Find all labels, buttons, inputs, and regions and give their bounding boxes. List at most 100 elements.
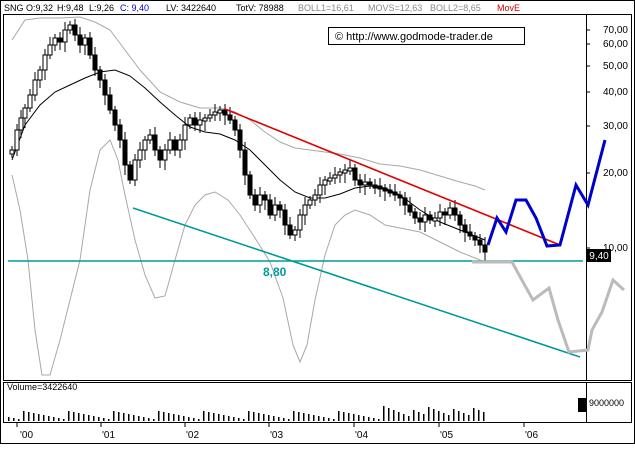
volume-bar bbox=[278, 417, 280, 421]
volume-bar bbox=[38, 414, 40, 421]
candle-body bbox=[52, 37, 58, 46]
candle-body bbox=[367, 181, 373, 186]
volume-bar bbox=[193, 418, 195, 421]
volume-bar bbox=[178, 415, 180, 421]
candle-body bbox=[452, 207, 458, 216]
volume-bar bbox=[138, 416, 140, 421]
price-tick: 50,00 bbox=[603, 61, 628, 72]
volume-bar bbox=[168, 413, 170, 421]
price-tick: 20,00 bbox=[603, 168, 628, 179]
candle-body bbox=[77, 34, 83, 46]
volume-bar bbox=[423, 414, 425, 421]
candle-body bbox=[392, 191, 398, 196]
volume-bar bbox=[98, 417, 100, 421]
candle-body bbox=[377, 185, 383, 190]
candle-body bbox=[132, 159, 138, 181]
volume-bar bbox=[33, 413, 35, 421]
volume-bar bbox=[443, 413, 445, 421]
volume-bar bbox=[453, 409, 455, 421]
candle-body bbox=[292, 229, 298, 236]
candle-body bbox=[397, 194, 403, 199]
candle-body bbox=[247, 174, 253, 196]
volume-bar bbox=[323, 417, 325, 421]
volume-bar bbox=[68, 411, 70, 421]
volume-bar bbox=[243, 419, 245, 421]
candle-body bbox=[27, 94, 33, 109]
volume-bars bbox=[8, 406, 485, 421]
candle-body bbox=[467, 231, 473, 237]
candle-body bbox=[472, 235, 478, 241]
volume-bar bbox=[313, 415, 315, 421]
volume-bar bbox=[293, 411, 295, 421]
volume-bar bbox=[238, 418, 240, 421]
last-price-marker: 9,40 bbox=[587, 249, 611, 262]
volume-bar bbox=[463, 413, 465, 421]
volume-bar bbox=[198, 419, 200, 421]
candle-body bbox=[212, 111, 218, 116]
header-boll2: BOLL2=8,65 bbox=[430, 3, 481, 13]
volume-bar bbox=[283, 418, 285, 421]
candle-body bbox=[162, 149, 168, 161]
candle-body bbox=[362, 181, 368, 186]
header-move: MovE bbox=[497, 3, 520, 13]
volume-label: Volume=3422640 bbox=[7, 382, 77, 392]
candle-body bbox=[302, 204, 308, 216]
candle-body bbox=[482, 244, 488, 253]
candle-body bbox=[412, 211, 418, 219]
candle-body bbox=[37, 69, 43, 81]
candle-body bbox=[182, 124, 188, 141]
candle-body bbox=[112, 109, 118, 126]
candle-body bbox=[127, 164, 133, 181]
candle-body bbox=[287, 224, 293, 236]
volume-bar bbox=[53, 417, 55, 421]
volume-bar bbox=[103, 418, 105, 421]
support-trendline bbox=[132, 207, 581, 358]
candle-body bbox=[42, 54, 48, 71]
volume-bar bbox=[248, 411, 250, 421]
candle-body bbox=[232, 119, 238, 131]
projection-bullish bbox=[486, 139, 607, 248]
ohlc-header: SNG O:9,32 H:9,48 L:9,26 C: 9,40 LV: 342… bbox=[4, 3, 520, 13]
candle-body bbox=[317, 184, 323, 196]
time-tick: '02 bbox=[186, 430, 199, 441]
header-close: C: 9,40 bbox=[120, 3, 149, 13]
candle-body bbox=[387, 189, 393, 194]
volume-bar bbox=[268, 415, 270, 421]
volume-bar bbox=[388, 408, 390, 421]
candle-body bbox=[9, 149, 15, 155]
price-tick: 30,00 bbox=[603, 121, 628, 132]
volume-bar bbox=[123, 413, 125, 421]
candle-body bbox=[32, 79, 38, 96]
candle-body bbox=[477, 239, 483, 246]
volume-bar bbox=[413, 410, 415, 421]
candle-body bbox=[142, 139, 148, 151]
candle-body bbox=[407, 204, 413, 213]
volume-bar bbox=[378, 419, 380, 421]
candle-body bbox=[327, 177, 333, 182]
candle-body bbox=[322, 179, 328, 186]
candle-body bbox=[47, 44, 53, 56]
candle-body bbox=[87, 37, 93, 56]
header-totv: TotV: 78988 bbox=[236, 3, 284, 13]
candle-body bbox=[342, 169, 348, 174]
candle-body bbox=[462, 224, 468, 233]
candle-body bbox=[157, 149, 163, 161]
volume-bar bbox=[258, 413, 260, 421]
copyright-box: © http://www.godmode-trader.de bbox=[328, 27, 525, 45]
candle-body bbox=[427, 214, 433, 221]
candle-body bbox=[102, 79, 108, 96]
candle-body bbox=[262, 194, 268, 201]
volume-bar bbox=[448, 415, 450, 421]
volume-bar bbox=[218, 414, 220, 421]
volume-bar bbox=[233, 417, 235, 421]
volume-bar bbox=[223, 415, 225, 421]
volume-bar bbox=[473, 408, 475, 421]
volume-bar bbox=[128, 414, 130, 421]
volume-bar bbox=[483, 412, 485, 421]
volume-bar bbox=[393, 410, 395, 421]
candle-body bbox=[272, 204, 278, 216]
candle-body bbox=[277, 204, 283, 211]
candle-body bbox=[62, 29, 68, 43]
